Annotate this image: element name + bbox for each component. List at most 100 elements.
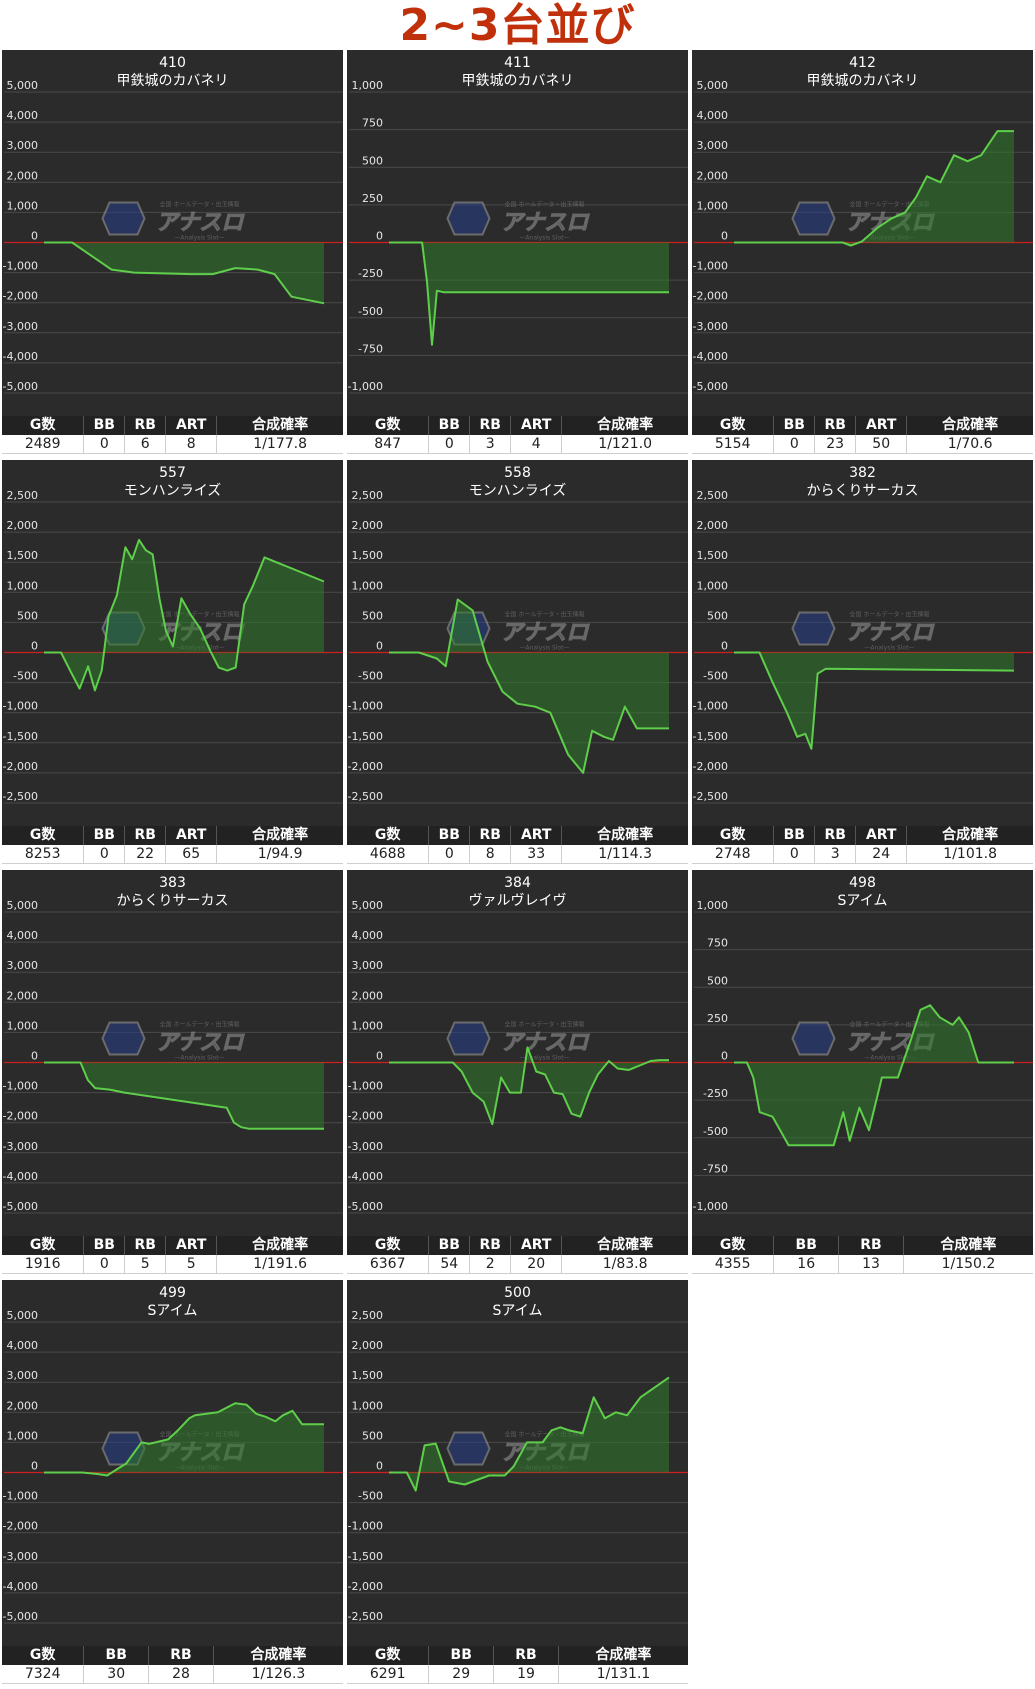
stats-value: 2	[469, 1255, 512, 1274]
watermark-emblem-icon	[446, 201, 491, 236]
y-tick-label: 1,500	[7, 549, 39, 562]
stats-value: 16	[773, 1255, 840, 1274]
y-tick-label: 750	[707, 937, 728, 950]
watermark-brand: アナスロ	[501, 211, 591, 236]
y-tick-label: 2,000	[352, 989, 384, 1002]
stats-header: 合成確率	[213, 1646, 343, 1665]
chart-background	[692, 460, 1033, 826]
stats-table: G数 BB RB ART 合成確率 2748 0 3 24 1/101.8	[692, 826, 1033, 864]
stats-value: 0	[428, 435, 471, 454]
watermark-brand: アナスロ	[846, 621, 936, 646]
stats-value: 0	[83, 435, 126, 454]
stats-header: BB	[428, 416, 471, 435]
stats-value: 0	[773, 845, 816, 864]
y-tick-label: 2,000	[697, 169, 729, 182]
y-tick-label: -1,500	[3, 730, 38, 743]
y-tick-label: -500	[358, 670, 383, 683]
y-tick-label: -1,000	[348, 1080, 383, 1093]
stats-header: G数	[2, 826, 85, 845]
y-tick-label: 2,500	[352, 489, 384, 502]
y-tick-label: 5,000	[7, 1309, 39, 1322]
y-tick-label: 0	[721, 1050, 728, 1063]
y-tick-label: 1,500	[352, 549, 384, 562]
watermark-subtitle: —Analysis Slot—	[864, 645, 914, 652]
stats-header: 合成確率	[906, 416, 1033, 435]
watermark-subtitle: —Analysis Slot—	[864, 1055, 914, 1062]
series-line	[389, 1376, 670, 1492]
y-tick-label: -3,000	[693, 320, 728, 333]
stats-header: ART	[510, 1236, 563, 1255]
y-tick-label: -3,000	[3, 320, 38, 333]
stats-value: 2489	[2, 435, 85, 454]
stats-value: 1/101.8	[906, 845, 1033, 864]
stats-header: BB	[773, 416, 816, 435]
chart-machine-number: 558	[504, 465, 531, 481]
watermark-subtitle: —Analysis Slot—	[519, 1055, 569, 1062]
stats-header: ART	[510, 416, 563, 435]
stats-value: 6	[124, 435, 167, 454]
stats-table: G数 BB RB ART 合成確率 2489 0 6 8 1/177.8	[2, 416, 343, 454]
stats-header: RB	[469, 1236, 512, 1255]
series-line	[389, 598, 669, 774]
chart-background	[2, 870, 343, 1236]
y-tick-label: -1,000	[348, 700, 383, 713]
stats-header: G数	[2, 416, 85, 435]
series-area	[44, 242, 324, 304]
chart-panel-410: 410 甲鉄城のカバネリ 5,000 4,000 3,000 2,000 1,000 0 -1,…	[2, 50, 343, 456]
y-tick-label: -1,500	[693, 730, 728, 743]
y-tick-label: 500	[707, 974, 728, 987]
chart-410: 410 甲鉄城のカバネリ 5,000 4,000 3,000 2,000 1,000 0 -1,…	[2, 50, 343, 416]
series-line	[734, 130, 1014, 247]
series-area	[389, 599, 669, 773]
chart-machine-number: 383	[159, 875, 186, 891]
stats-value: 1916	[2, 1255, 85, 1274]
y-tick-label: 4,000	[7, 929, 39, 942]
stats-value: 28	[148, 1665, 214, 1684]
y-tick-label: -2,000	[348, 1580, 383, 1593]
stats-value: 30	[83, 1665, 150, 1684]
y-tick-label: -2,000	[3, 290, 38, 303]
series-line	[734, 651, 1015, 750]
y-tick-label: -500	[358, 1490, 383, 1503]
chart-382: 382 からくりサーカス 2,500 2,000 1,500 1,000 500 0 -500 -…	[692, 460, 1033, 826]
y-tick-label: 2,000	[7, 989, 39, 1002]
y-tick-label: 1,000	[697, 579, 729, 592]
stats-header: BB	[83, 826, 126, 845]
stats-header: ART	[165, 416, 218, 435]
y-tick-label: -1,000	[348, 1520, 383, 1533]
y-tick-label: 250	[707, 1012, 728, 1025]
y-tick-label: 2,000	[7, 169, 39, 182]
chart-machine-number: 411	[504, 55, 531, 71]
stats-header: G数	[2, 1236, 85, 1255]
stats-value: 847	[347, 435, 430, 454]
y-tick-label: 1,000	[352, 1399, 384, 1412]
watermark-tagline: 全国 ホールデータ・出玉情報	[160, 1021, 240, 1029]
stats-value: 6291	[347, 1665, 430, 1684]
y-tick-label: 2,500	[352, 1309, 384, 1322]
watermark-brand: アナスロ	[501, 1031, 591, 1056]
stats-value: 50	[855, 435, 908, 454]
y-tick-label: -750	[358, 342, 383, 355]
y-tick-label: 2,000	[697, 519, 729, 532]
y-tick-label: -250	[358, 267, 383, 280]
chart-machine-name: Sアイム	[148, 1303, 198, 1319]
stats-value: 1/126.3	[213, 1665, 343, 1684]
watermark-tagline: 全国 ホールデータ・出玉情報	[160, 611, 240, 619]
y-tick-label: 0	[31, 1050, 38, 1063]
stats-value: 29	[428, 1665, 495, 1684]
stats-header: BB	[428, 826, 471, 845]
chart-411: 411 甲鉄城のカバネリ 1,000 750 500 250 0 -250 -500 -750 -1…	[347, 50, 688, 416]
stats-header: BB	[428, 1236, 471, 1255]
chart-panel-383: 383 からくりサーカス 5,000 4,000 3,000 2,000 1,000 0 -1,…	[2, 870, 343, 1276]
stats-value: 7324	[2, 1665, 85, 1684]
series-area	[734, 652, 1014, 749]
stats-value: 8	[165, 435, 218, 454]
stats-value: 33	[510, 845, 563, 864]
series-line	[734, 1004, 1014, 1147]
stats-header: RB	[469, 416, 512, 435]
y-tick-label: -3,000	[348, 1140, 383, 1153]
y-tick-label: 250	[362, 192, 383, 205]
y-tick-label: 1,000	[352, 579, 384, 592]
stats-value: 4	[510, 435, 563, 454]
stats-header: ART	[165, 1236, 218, 1255]
